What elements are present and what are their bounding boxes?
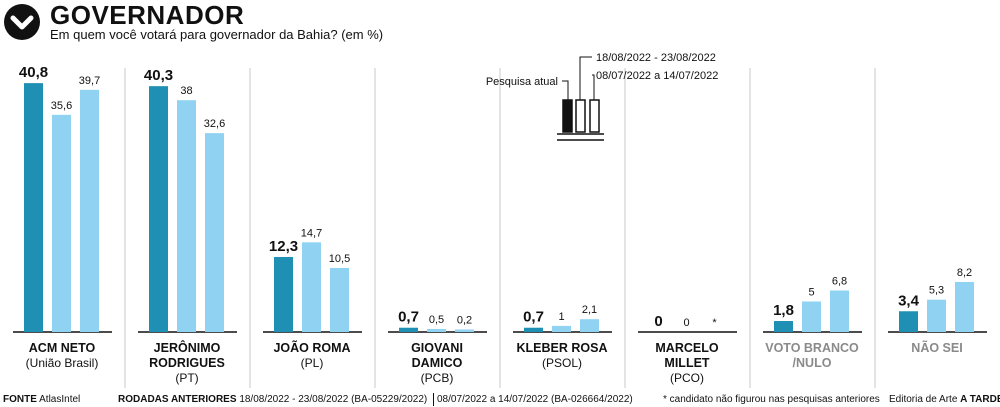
- candidate-party: (PCO): [670, 371, 704, 385]
- legend-round1-label: 18/08/2022 - 23/08/2022: [596, 52, 716, 64]
- chart-subtitle: Em quem você votará para governador da B…: [50, 27, 384, 42]
- chart-plot: 40,8 35,6 39,7 ACM NETO(União Brasil) 40,3 38…: [13, 52, 987, 388]
- footer-credit-name: A TARDE: [960, 394, 1000, 405]
- bar-current: [399, 327, 418, 332]
- candidate-party: (PSOL): [542, 356, 582, 370]
- bar-current: [24, 83, 43, 333]
- legend-round2-label: 08/07/2022 a 14/07/2022: [596, 70, 718, 82]
- bar-current: [899, 311, 918, 332]
- candidate-name: JERÔNIMO: [154, 340, 221, 355]
- bar-current: [524, 327, 543, 332]
- data-label: 38: [180, 85, 192, 97]
- data-label: 40,3: [144, 67, 173, 84]
- bar-previous-2: [330, 267, 349, 332]
- data-label: 5: [808, 287, 814, 299]
- candidate-name: JOÃO ROMA: [273, 340, 350, 355]
- data-label: 0: [683, 317, 689, 329]
- footer-rounds-label: RODADAS ANTERIORES: [118, 394, 237, 405]
- candidate-name: MARCELO: [655, 341, 718, 355]
- data-label: 12,3: [269, 238, 298, 255]
- bar-previous-2: [80, 89, 99, 332]
- legend-connector-current: [562, 80, 569, 100]
- bar-previous-1: [927, 299, 946, 332]
- bar-current: [274, 256, 293, 332]
- data-label: 40,8: [19, 64, 48, 81]
- data-label: 0,5: [429, 314, 444, 326]
- bar-current: [149, 86, 168, 332]
- data-label: 2,1: [582, 304, 597, 316]
- bar-previous-2: [955, 281, 974, 332]
- data-label: 0: [654, 313, 662, 330]
- candidate-name: GIOVANI: [411, 341, 463, 355]
- footer-credit-prefix: Editoria de Arte: [889, 394, 958, 405]
- bar-previous-1: [552, 325, 571, 332]
- candidate-name: DAMICO: [412, 356, 463, 370]
- chart-title: GOVERNADOR: [50, 0, 245, 30]
- candidate-name: /NULO: [793, 356, 832, 370]
- candidate-name: VOTO BRANCO: [765, 341, 859, 355]
- data-label: 0,2: [457, 315, 472, 327]
- data-label: 3,4: [898, 292, 920, 309]
- data-label: 1,8: [773, 302, 794, 319]
- footer-note: * candidato não figurou nas pesquisas an…: [663, 394, 880, 405]
- data-label: 32,6: [204, 118, 225, 130]
- footer-round2: 08/07/2022 a 14/07/2022 (BA-026664/2022): [437, 394, 633, 405]
- legend-swatch-round1: [575, 99, 586, 133]
- bar-previous-2: [205, 133, 224, 332]
- candidate-party: (PCB): [421, 371, 454, 385]
- bar-previous-1: [302, 242, 321, 332]
- footer-source-value: AtlasIntel: [39, 394, 81, 405]
- bar-previous-1: [802, 301, 821, 332]
- legend-swatch-round2: [589, 99, 600, 133]
- footer: FONTE AtlasIntel RODADAS ANTERIORES 18/0…: [0, 393, 1000, 407]
- candidate-name: ACM NETO: [29, 341, 96, 355]
- bar-previous-1: [52, 114, 71, 332]
- bar-previous-1: [177, 100, 196, 332]
- data-label: 6,8: [832, 276, 847, 288]
- candidate-party: (PL): [301, 356, 324, 370]
- data-label: 0,7: [398, 309, 419, 326]
- footer-source-label: FONTE: [3, 394, 37, 405]
- candidate-party: (PT): [175, 371, 198, 385]
- candidate-party: (União Brasil): [26, 356, 99, 370]
- candidate-name: MILLET: [664, 356, 709, 370]
- bar-previous-2: [580, 319, 599, 332]
- candidate-name: KLEBER ROSA: [517, 341, 608, 355]
- legend-swatch-current: [562, 99, 573, 133]
- legend-connector-round1: [579, 56, 592, 100]
- data-label: 5,3: [929, 285, 944, 297]
- footer-round1: 18/08/2022 - 23/08/2022 (BA-05229/2022): [239, 394, 428, 405]
- bar-previous-1: [427, 328, 446, 332]
- bar-previous-2: [830, 290, 849, 332]
- candidate-name: RODRIGUES: [149, 356, 225, 370]
- chevron-down-circle-icon: [4, 4, 40, 40]
- candidate-name: NÃO SEI: [911, 340, 962, 355]
- data-label: 8,2: [957, 267, 972, 279]
- data-label: *: [712, 317, 717, 329]
- data-label: 39,7: [79, 75, 100, 87]
- data-label: 1: [558, 311, 564, 323]
- data-label: 0,7: [523, 309, 544, 326]
- bar-current: [774, 321, 793, 332]
- legend-current-label: Pesquisa atual: [486, 76, 558, 88]
- data-label: 14,7: [301, 227, 322, 239]
- data-label: 10,5: [329, 253, 350, 265]
- bar-previous-2: [455, 329, 474, 332]
- legend-connector-round2: [592, 74, 595, 100]
- data-label: 35,6: [51, 100, 72, 112]
